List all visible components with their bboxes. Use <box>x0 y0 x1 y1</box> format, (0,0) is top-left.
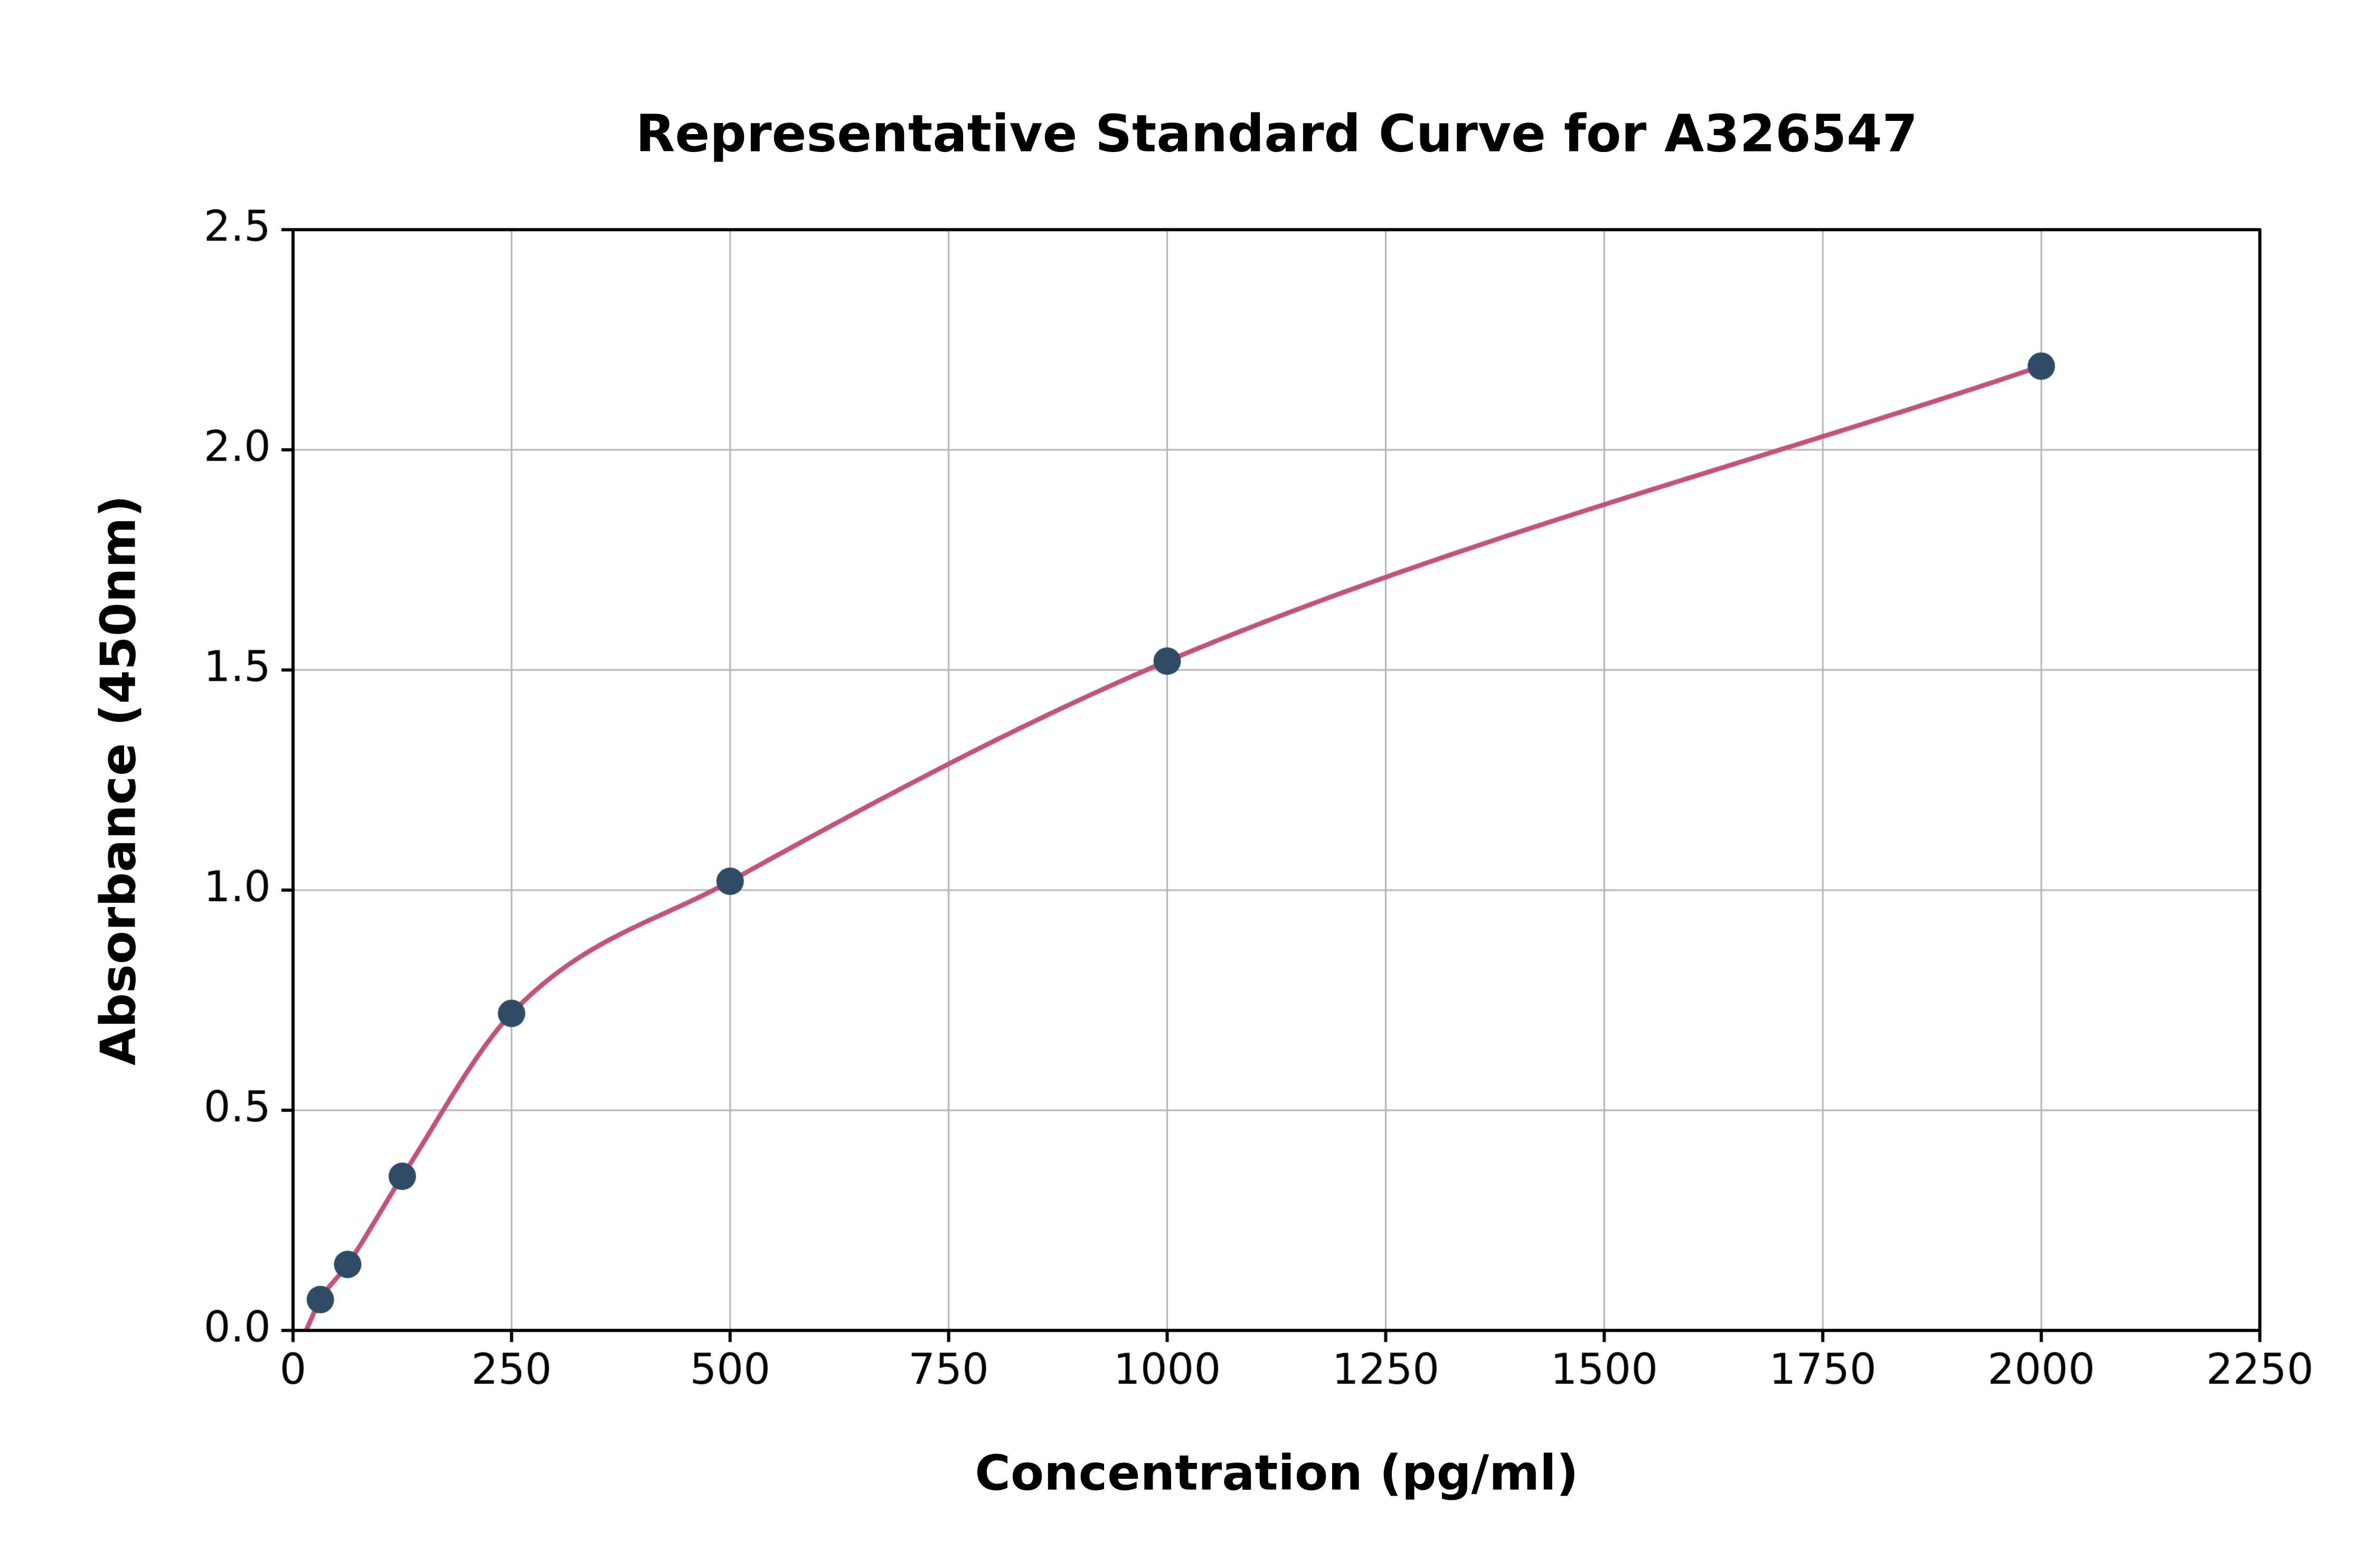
y-axis-label: Absorbance (450nm) <box>90 495 147 1066</box>
x-axis-label: Concentration (pg/ml) <box>975 1444 1579 1501</box>
chart-title: Representative Standard Curve for A32654… <box>635 103 1918 164</box>
